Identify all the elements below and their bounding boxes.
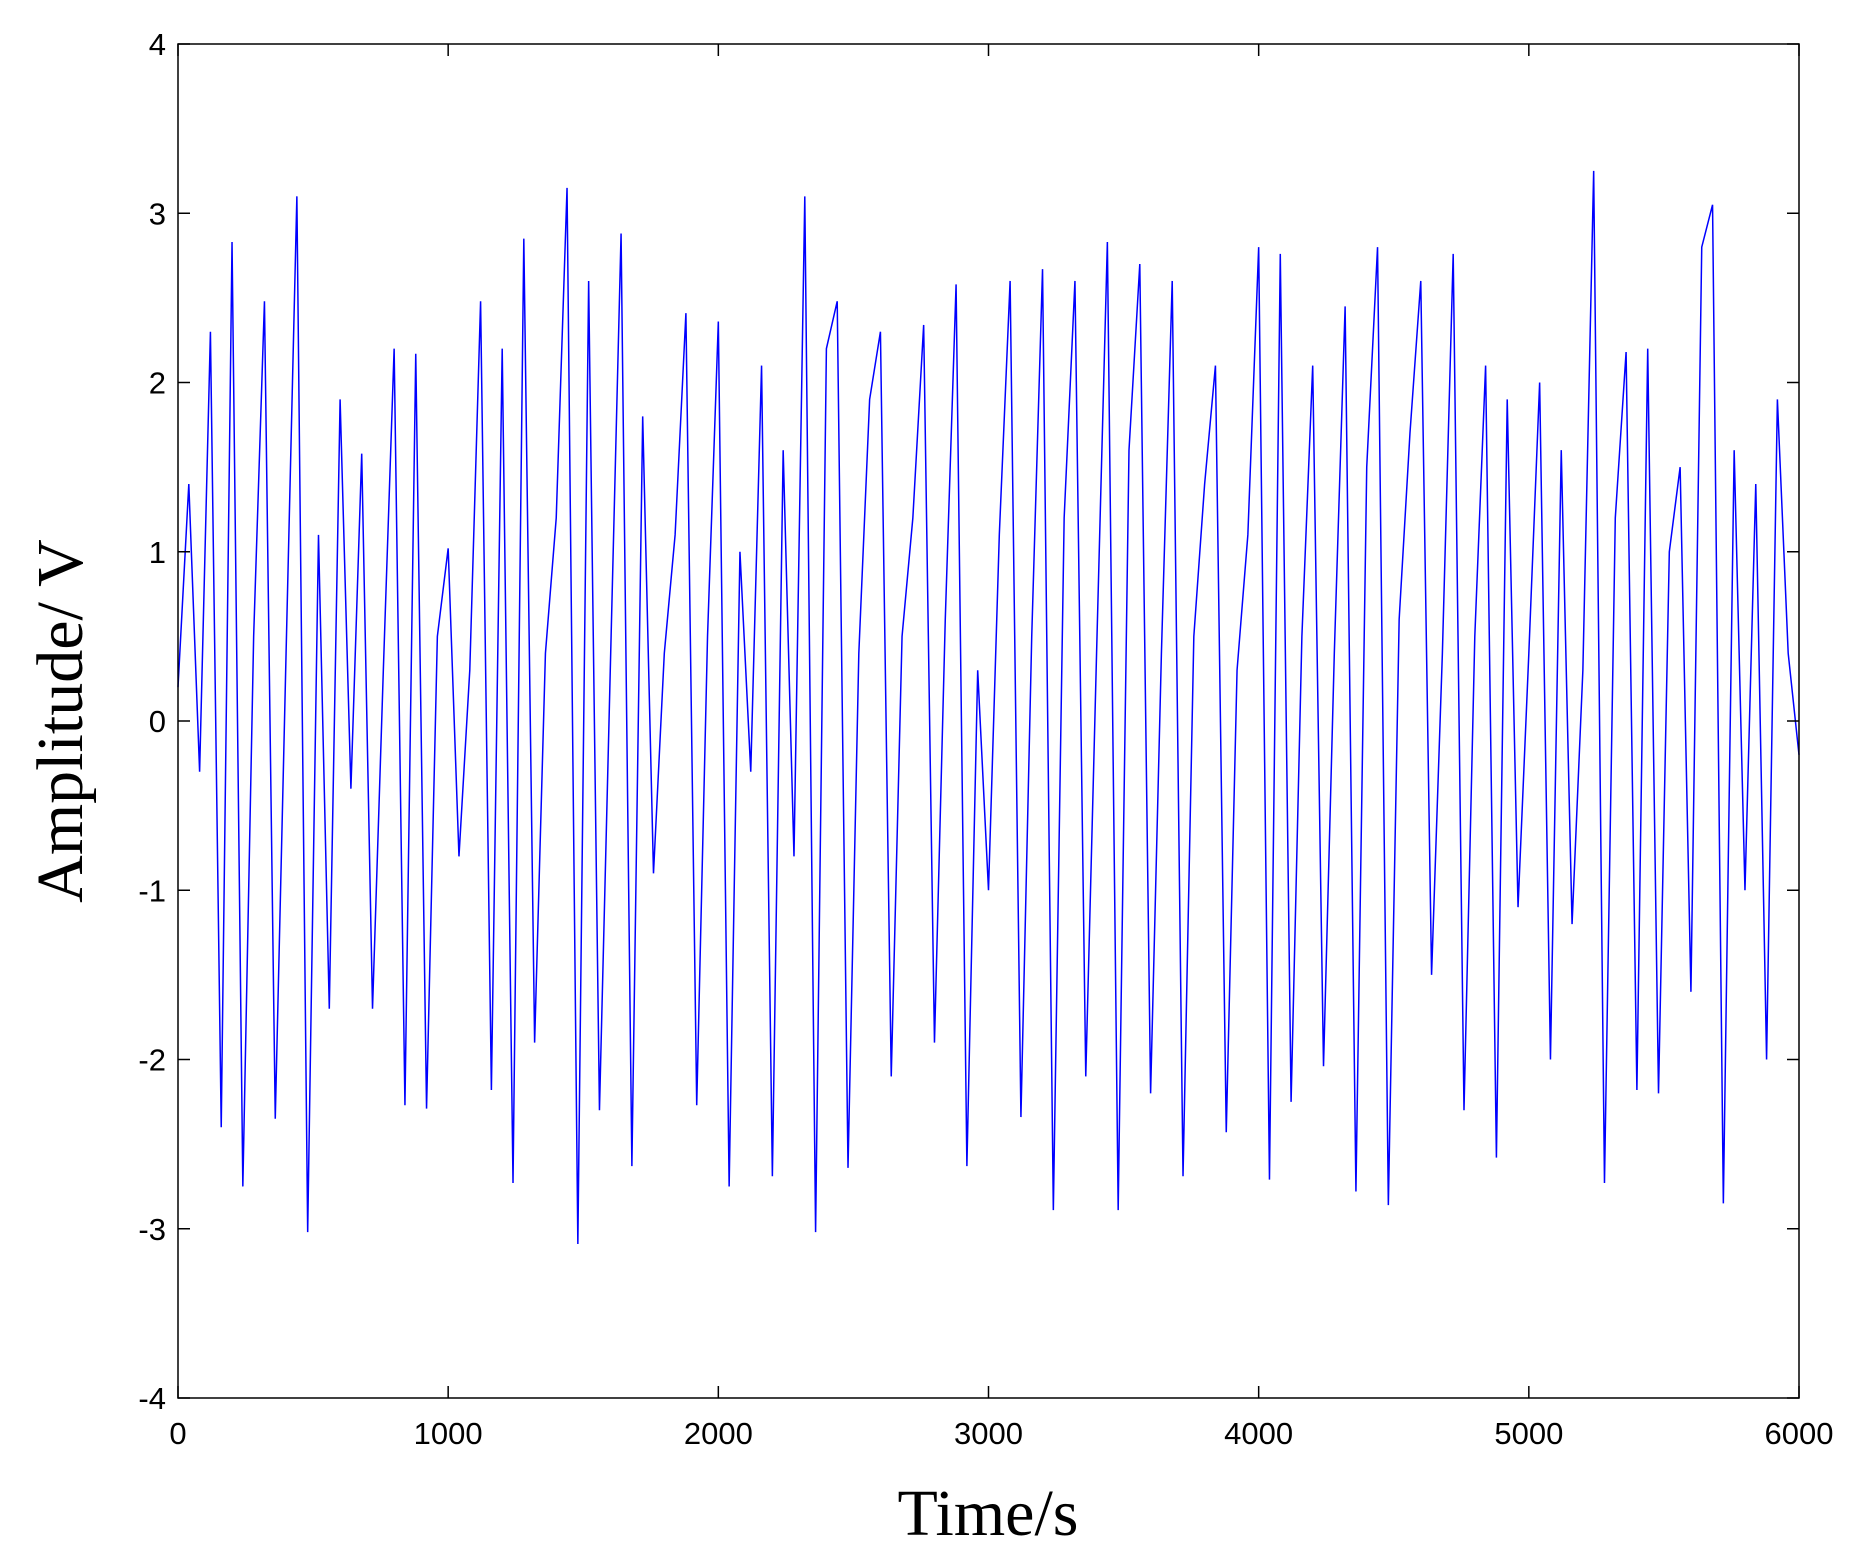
x-tick-label: 6000 [1765,1416,1834,1451]
y-tick-label: -2 [138,1043,166,1078]
y-tick-label: -4 [138,1381,166,1416]
y-axis-label: Amplitude/ V [24,539,97,903]
x-tick-label: 2000 [684,1416,753,1451]
plot-area [177,170,1800,1244]
x-tick-label: 5000 [1494,1416,1563,1451]
x-tick-label: 0 [169,1416,186,1451]
y-tick-label: -3 [138,1212,166,1247]
y-tick-label: 1 [149,535,166,570]
y-tick-label: 3 [149,196,166,231]
x-tick-label: 1000 [414,1416,483,1451]
y-tick-label: 2 [149,366,166,401]
x-axis-label: Time/s [898,1477,1079,1550]
signal-line [177,170,1800,1244]
x-tick-label: 3000 [954,1416,1023,1451]
x-tick-label: 4000 [1224,1416,1293,1451]
y-tick-label: 4 [149,27,166,62]
y-tick-label: -1 [138,873,166,908]
y-tick-label: 0 [149,704,166,739]
